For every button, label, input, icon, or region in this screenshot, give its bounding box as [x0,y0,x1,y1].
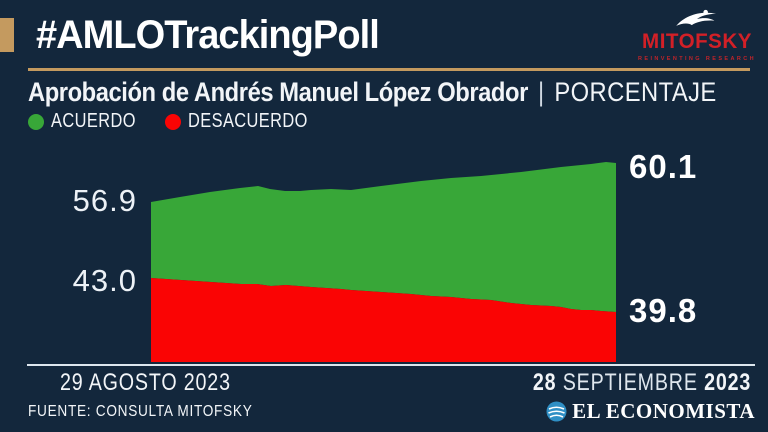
el-economista-globe-icon [546,401,567,422]
approval-area-chart [151,150,616,362]
legend-item-acuerdo: ACUERDO [28,110,155,133]
acuerdo-dot-icon [28,113,44,130]
mitofsky-logo: MITOFSKY REINVENTING RESEARCH [638,8,756,62]
mitofsky-tagline: REINVENTING RESEARCH [638,56,756,62]
legend-label-acuerdo: ACUERDO [51,110,136,132]
gold-accent-tab [0,18,14,52]
legend-label-desacuerdo: DESACUERDO [187,110,308,132]
value-label-desacuerdo-start: 43.0 [72,263,137,298]
mitofsky-wordmark: MITOFSKY [642,30,752,53]
acuerdo-area [151,162,616,312]
gold-divider [28,68,750,71]
mitofsky-rider-icon [676,9,717,26]
value-label-acuerdo-start: 56.9 [72,183,137,218]
legend: ACUERDO DESACUERDO [28,110,334,133]
page-title: #AMLOTrackingPoll [36,13,380,57]
axis-end-date: 28 SEPTIEMBRE 2023 [533,369,751,397]
chart-baseline [27,364,755,366]
el-economista-wordmark: EL ECONOMISTA [572,399,755,423]
chart-title-main: Aprobación de Andrés Manuel López Obrado… [28,77,528,107]
value-label-acuerdo-end: 60.1 [629,148,698,185]
legend-item-desacuerdo: DESACUERDO [164,110,334,133]
source-credit: FUENTE: CONSULTA MITOFSKY [28,403,253,420]
axis-end-year: 2023 [703,369,751,396]
chart-title-divider: | [538,77,545,107]
desacuerdo-dot-icon [164,113,181,130]
chart-title-unit: PORCENTAJE [554,77,717,107]
axis-end-month: SEPTIEMBRE [562,369,698,396]
axis-end-day: 28 [532,369,557,396]
el-economista-logo: EL ECONOMISTA [546,399,755,424]
chart-title: Aprobación de Andrés Manuel López Obrado… [28,77,717,108]
value-label-desacuerdo-end: 39.8 [629,292,698,329]
axis-start-date: 29 AGOSTO 2023 [60,369,231,396]
desacuerdo-area [151,278,616,362]
